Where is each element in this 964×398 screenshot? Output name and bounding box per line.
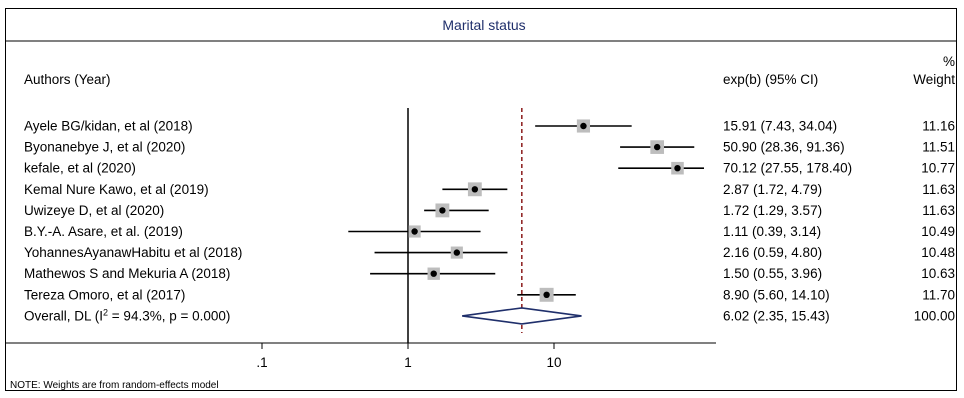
study-ci-text: 8.90 (5.60, 14.10) [723,287,830,302]
study-point-estimate [411,228,418,235]
study-weight-text: 10.49 [921,224,955,239]
study-point-estimate [674,165,681,172]
study-point-estimate [439,207,446,214]
authors-column-header: Authors (Year) [24,72,111,87]
overall-weight-text: 100.00 [914,308,955,323]
weight-column-header-percent: % [943,54,955,69]
study-author-label: YohannesAyanawHabitu et al (2018) [24,245,242,260]
overall-label-suffix: = 94.3%, p = 0.000) [108,308,230,323]
study-weight-text: 10.77 [921,161,955,176]
footnote: NOTE: Weights are from random-effects mo… [10,380,219,391]
weight-column-header: Weight [913,72,955,87]
x-tick-label: .1 [256,355,267,370]
study-author-label: B.Y.-A. Asare, et al. (2019) [24,224,183,239]
overall-ci-text: 6.02 (2.35, 15.43) [723,308,830,323]
overall-diamond [462,307,582,325]
overall-label: Overall, DL (I2 = 94.3%, p = 0.000) [24,307,230,323]
study-ci-text: 2.87 (1.72, 4.79) [723,182,822,197]
study-weight-text: 10.48 [921,245,955,260]
study-ci-text: 1.72 (1.29, 3.57) [723,203,822,218]
study-weight-text: 10.63 [921,266,955,281]
chart-title: Marital status [442,17,525,33]
x-axis-ticks: .1 1 10 [256,343,562,370]
x-tick-label: 1 [404,355,412,370]
study-weight-text: 11.51 [922,140,955,155]
study-author-label: Mathewos S and Mekuria A (2018) [24,266,230,281]
study-ci-text: 1.11 (0.39, 3.14) [723,224,821,239]
study-ci-text: 2.16 (0.59, 4.80) [723,245,822,260]
study-ci-text: 1.50 (0.55, 3.96) [723,266,822,281]
study-point-estimate [430,270,437,277]
study-author-label: Byonanebye J, et al (2020) [24,140,185,155]
overall-label-superscript: 2 [103,307,108,317]
study-author-label: Ayele BG/kidan, et al (2018) [24,119,193,134]
study-point-estimate [471,186,479,193]
study-weight-text: 11.16 [922,119,955,134]
study-ci-text: 70.12 (27.55, 178.40) [723,161,852,176]
study-author-label: Tereza Omoro, et al (2017) [24,287,185,302]
study-author-label: Kemal Nure Kawo, et al (2019) [24,182,209,197]
study-weight-text: 11.63 [922,203,955,218]
study-ci-text: 15.91 (7.43, 34.04) [723,119,837,134]
study-point-estimate [653,143,661,151]
studies-group: Ayele BG/kidan, et al (2018) 15.91 (7.43,… [24,108,955,343]
overall-label-prefix: Overall, DL (I [24,308,103,323]
study-weight-text: 11.70 [922,287,955,302]
estimate-column-header: exp(b) (95% CI) [723,72,818,87]
study-author-label: kefale, et al (2020) [24,161,136,176]
figure-frame [5,8,957,391]
study-ci-text: 50.90 (28.36, 91.36) [723,140,845,155]
overall-group: Overall, DL (I2 = 94.3%, p = 0.000) 6.02 … [24,307,955,325]
study-point-estimate [453,249,461,256]
study-author-label: Uwizeye D, et al (2020) [24,203,164,218]
x-tick-label: 10 [546,355,561,370]
study-weight-text: 11.63 [922,182,955,197]
study-point-estimate [543,291,550,298]
study-point-estimate [580,122,587,130]
